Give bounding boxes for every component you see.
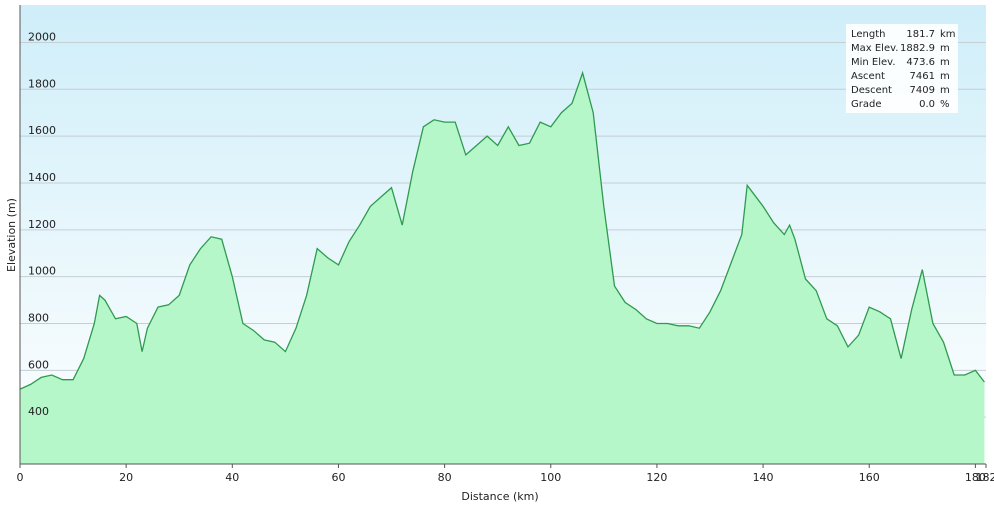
x-tick-label: 40 — [225, 471, 239, 484]
stat-unit: m — [940, 71, 950, 82]
y-tick-label: 1600 — [28, 124, 56, 137]
stat-value: 0.0 — [919, 99, 935, 110]
x-tick-label: 20 — [119, 471, 133, 484]
stats-box: Length 181.7 km Max Elev. 1882.9 m Min Elev. 47… — [846, 24, 958, 113]
x-tick-label: 80 — [438, 471, 452, 484]
stat-label: Descent — [851, 85, 892, 96]
y-tick-label: 1400 — [28, 171, 56, 184]
stat-label: Max Elev. — [851, 43, 898, 54]
stat-value: 181.7 — [906, 29, 935, 40]
x-tick-label: 120 — [646, 471, 667, 484]
x-tick-label: 180 — [965, 471, 986, 484]
stat-label: Grade — [851, 99, 882, 110]
x-axis-label: Distance (km) — [461, 490, 538, 503]
y-tick-label: 400 — [28, 405, 49, 418]
y-tick-label: 800 — [28, 311, 49, 324]
stat-label: Ascent — [851, 71, 885, 82]
stat-unit: m — [940, 85, 950, 96]
stat-value: 7461 — [910, 71, 935, 82]
y-tick-label: 1000 — [28, 265, 56, 278]
x-tick-label: 140 — [753, 471, 774, 484]
stats-background — [846, 24, 958, 113]
stat-value: 7409 — [910, 85, 935, 96]
y-tick-label: 1800 — [28, 77, 56, 90]
stat-unit: % — [940, 99, 950, 110]
y-tick-label: 2000 — [28, 30, 56, 43]
stat-label: Min Elev. — [851, 57, 896, 68]
stat-unit: m — [940, 43, 950, 54]
stat-value: 1882.9 — [900, 43, 935, 54]
x-tick-label: 182 — [976, 471, 994, 484]
x-tick-label: 0 — [17, 471, 24, 484]
y-axis-label: Elevation (m) — [5, 198, 18, 272]
elevation-area — [20, 72, 985, 465]
x-tick-label: 100 — [540, 471, 561, 484]
stat-value: 473.6 — [906, 57, 935, 68]
y-tick-label: 1200 — [28, 218, 56, 231]
elevation-line — [19, 70, 985, 390]
stat-label: Length — [851, 29, 886, 40]
y-tick-label: 600 — [28, 358, 49, 371]
stat-unit: m — [940, 57, 950, 68]
x-tick-label: 60 — [331, 471, 345, 484]
x-tick-label: 160 — [859, 471, 880, 484]
stat-unit: km — [940, 29, 956, 40]
